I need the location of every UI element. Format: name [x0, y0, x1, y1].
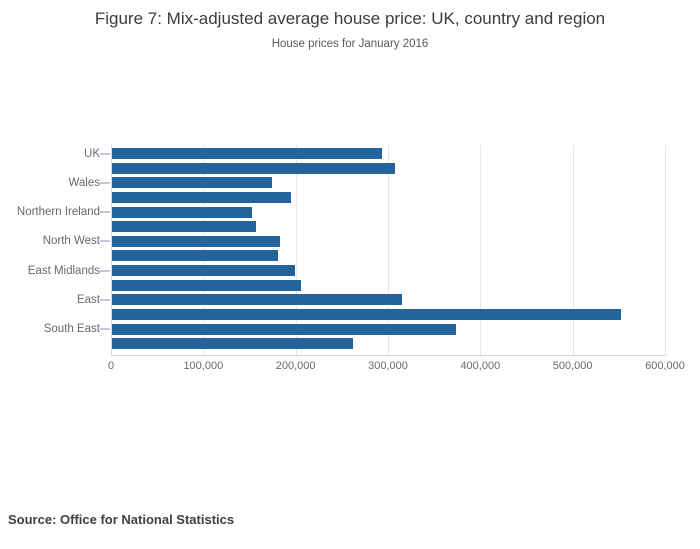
gridline-100,000 — [203, 145, 204, 355]
x-tick-label-0: 0 — [107, 360, 115, 372]
gridline-400,000 — [480, 145, 481, 355]
bar-east[interactable] — [112, 294, 402, 306]
x-tick-label-200000: 200,000 — [275, 360, 316, 372]
y-tick-mark — [100, 181, 110, 184]
y-tick-label-wales: Wales — [68, 176, 100, 189]
bar-south-east[interactable] — [112, 323, 457, 335]
y-tick-label-north-west: North West — [42, 235, 100, 248]
y-tick-mark — [100, 269, 110, 272]
bar-uk[interactable] — [112, 148, 382, 159]
chart-title: Figure 7: Mix-adjusted average house pri… — [94, 9, 606, 28]
y-tick-label-east-midlands: East Midlands — [27, 264, 100, 277]
gridline-200,000 — [296, 145, 297, 355]
y-tick-label-east: East — [76, 293, 100, 306]
bar-east-midlands[interactable] — [112, 265, 295, 277]
x-tick-label-400000: 400,000 — [460, 360, 501, 372]
bar-north-east[interactable] — [112, 221, 257, 233]
y-tick-mark — [100, 152, 110, 155]
bar-chart-plot-area — [111, 145, 666, 356]
bar-london[interactable] — [112, 309, 621, 321]
x-tick-label-100000: 100,000 — [183, 360, 224, 372]
gridline-300,000 — [388, 145, 389, 355]
gridline-500,000 — [573, 145, 574, 355]
x-tick-label-300000: 300,000 — [368, 360, 408, 372]
y-tick-label-south-east: South East — [43, 323, 100, 336]
bar-north-west[interactable] — [112, 235, 281, 247]
y-tick-mark — [100, 298, 110, 301]
bar-wales[interactable] — [112, 177, 272, 189]
bar-england[interactable] — [112, 162, 395, 174]
y-tick-label-northern-ireland: Northern Ireland — [16, 206, 100, 219]
x-tick-label-500000: 500,000 — [552, 360, 593, 372]
bar-west-midlands[interactable] — [112, 279, 302, 291]
y-tick-mark — [100, 211, 110, 214]
y-tick-mark — [100, 328, 110, 331]
gridline-600,000 — [665, 145, 666, 355]
y-tick-mark — [100, 240, 110, 243]
bar-northern-ireland[interactable] — [112, 206, 253, 218]
y-tick-label-uk: UK — [84, 147, 100, 160]
bar-scotland[interactable] — [112, 191, 292, 203]
bar-yorkshire-and-the-humber[interactable] — [112, 250, 279, 262]
source-note: Source: Office for National Statistics — [8, 512, 235, 527]
x-tick-label-600000: 600,000 — [645, 360, 685, 372]
bar-south-west[interactable] — [112, 338, 353, 350]
chart-subtitle: House prices for January 2016 — [271, 38, 429, 50]
